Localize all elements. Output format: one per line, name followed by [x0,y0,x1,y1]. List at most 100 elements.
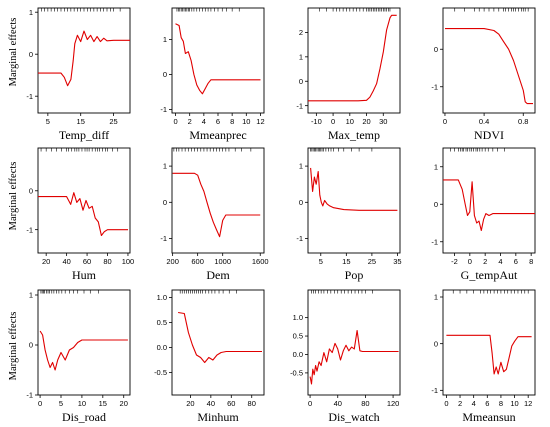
y-tick-label: 1 [299,162,303,171]
x-tick-label: 6 [485,399,489,408]
x-tick-label: 0 [331,117,335,126]
y-tick-label: 1 [299,52,303,61]
x-tick-label: 25 [109,117,117,126]
x-tick-label: 10 [78,399,86,408]
x-axis-label: Pop [345,268,364,282]
marginal-effect-line [310,167,398,211]
plot-frame [37,289,131,396]
x-tick-label: 15 [342,257,350,266]
x-tick-label: 15 [77,117,85,126]
panel-hum: 20 40 60 80 100 -1 0 Hum [26,147,135,282]
x-tick-label: 120 [387,399,400,408]
x-tick-label: 10 [510,399,518,408]
y-tick-label: -1 [431,82,438,91]
x-tick-label: 80 [103,257,111,266]
x-tick-label: 4 [498,257,502,266]
panel-ndvi: 0 0.4 0.8 -1 0 NDVI [431,7,536,142]
x-tick-label: 5 [319,257,323,266]
x-axis-label: Dis_watch [328,410,379,424]
marginal-effect-line [445,28,533,105]
marginal-effect-line [309,329,399,385]
y-tick-label: 1 [434,162,438,171]
y-tick-label: 2 [299,28,303,37]
plot-frame [442,7,536,114]
y-tick-label: 0 [299,77,303,86]
x-tick-label: 0 [443,117,447,126]
plot-frame [442,147,536,254]
marginal-effect-line [38,192,128,237]
x-tick-label: 2 [483,257,487,266]
y-tick-label: 0.5 [293,332,303,341]
y-tick-label: -1 [431,386,438,395]
marginal-effect-line [172,172,261,238]
x-tick-label: 80 [248,399,256,408]
y-tick-label: -1 [160,105,167,114]
x-tick-label: -2 [451,257,458,266]
y-axis-title-row-3: Marginal effects [8,312,19,381]
y-tick-label: 1.0 [293,313,303,322]
x-tick-label: 20 [186,399,194,408]
x-tick-label: 5 [59,399,63,408]
x-tick-label: 0 [173,117,177,126]
y-tick-label: 0.5 [157,318,167,327]
y-tick-label: 0 [163,198,167,207]
x-tick-label: 8 [230,117,234,126]
y-tick-label: 1 [163,162,167,171]
y-tick-label: 1 [434,293,438,302]
panel-g-tempaut: -2 0 2 4 6 8 -1 0 1 G_tempAut [431,147,536,282]
panel-pop: 5 15 25 35 -1 0 1 Pop [296,147,402,282]
x-tick-label: 0.4 [479,117,489,126]
x-axis-label: G_tempAut [461,268,518,282]
x-tick-label: 12 [524,399,532,408]
x-tick-label: 20 [120,399,128,408]
y-tick-label: -1 [431,237,438,246]
x-axis-label: Dis_road [62,410,106,424]
y-axis-title-row-2: Marginal effects [8,162,19,231]
x-axis-label: Temp_diff [59,128,109,142]
x-tick-label: 40 [334,399,342,408]
x-tick-label: 1600 [252,257,269,266]
x-tick-label: 4 [472,399,476,408]
marginal-effect-line [443,179,535,232]
x-axis-label: NDVI [474,128,504,142]
plot-frame [307,289,401,396]
y-tick-label: 1.0 [157,293,167,302]
y-tick-label: 1 [29,8,33,17]
y-tick-label: -1 [160,234,167,243]
x-tick-label: 80 [361,399,369,408]
marginal-effect-line [38,30,130,87]
plot-frame [307,7,401,114]
panel-temp-diff: 5 15 25 -1 0 1 Temp_diff [26,7,131,142]
x-axis-label: Mmeansun [462,410,515,424]
x-tick-label: 20 [42,257,50,266]
x-tick-label: 0.8 [518,117,528,126]
y-tick-label: 0 [29,341,33,350]
x-tick-label: 600 [191,257,204,266]
plot-frame [37,7,131,114]
marginal-effect-line [446,334,532,375]
panel-minhum: 20 40 60 80 -0.5 0.0 0.5 1.0 Minhum [154,289,265,424]
y-tick-label: -1 [26,391,33,400]
x-tick-label: 20 [362,117,370,126]
x-tick-label: 8 [499,399,503,408]
x-tick-label: 0 [38,399,42,408]
x-tick-label: 35 [393,257,401,266]
y-tick-label: 0 [434,339,438,348]
plot-frame [171,7,265,114]
x-tick-label: 8 [529,257,533,266]
x-tick-label: 2 [188,117,192,126]
x-tick-label: 10 [242,117,250,126]
marginal-effect-line [39,330,128,371]
y-tick-label: 0.0 [293,350,303,359]
x-tick-label: 6 [514,257,518,266]
x-tick-label: 4 [202,117,206,126]
y-tick-label: 0 [299,198,303,207]
plot-frame [171,289,265,396]
x-tick-label: 100 [122,257,135,266]
x-axis-label: Hum [72,268,97,282]
y-tick-label: -1 [296,101,303,110]
x-tick-label: 0 [444,399,448,408]
plot-frame [442,289,536,396]
x-tick-label: 40 [207,399,215,408]
x-tick-label: 6 [216,117,220,126]
